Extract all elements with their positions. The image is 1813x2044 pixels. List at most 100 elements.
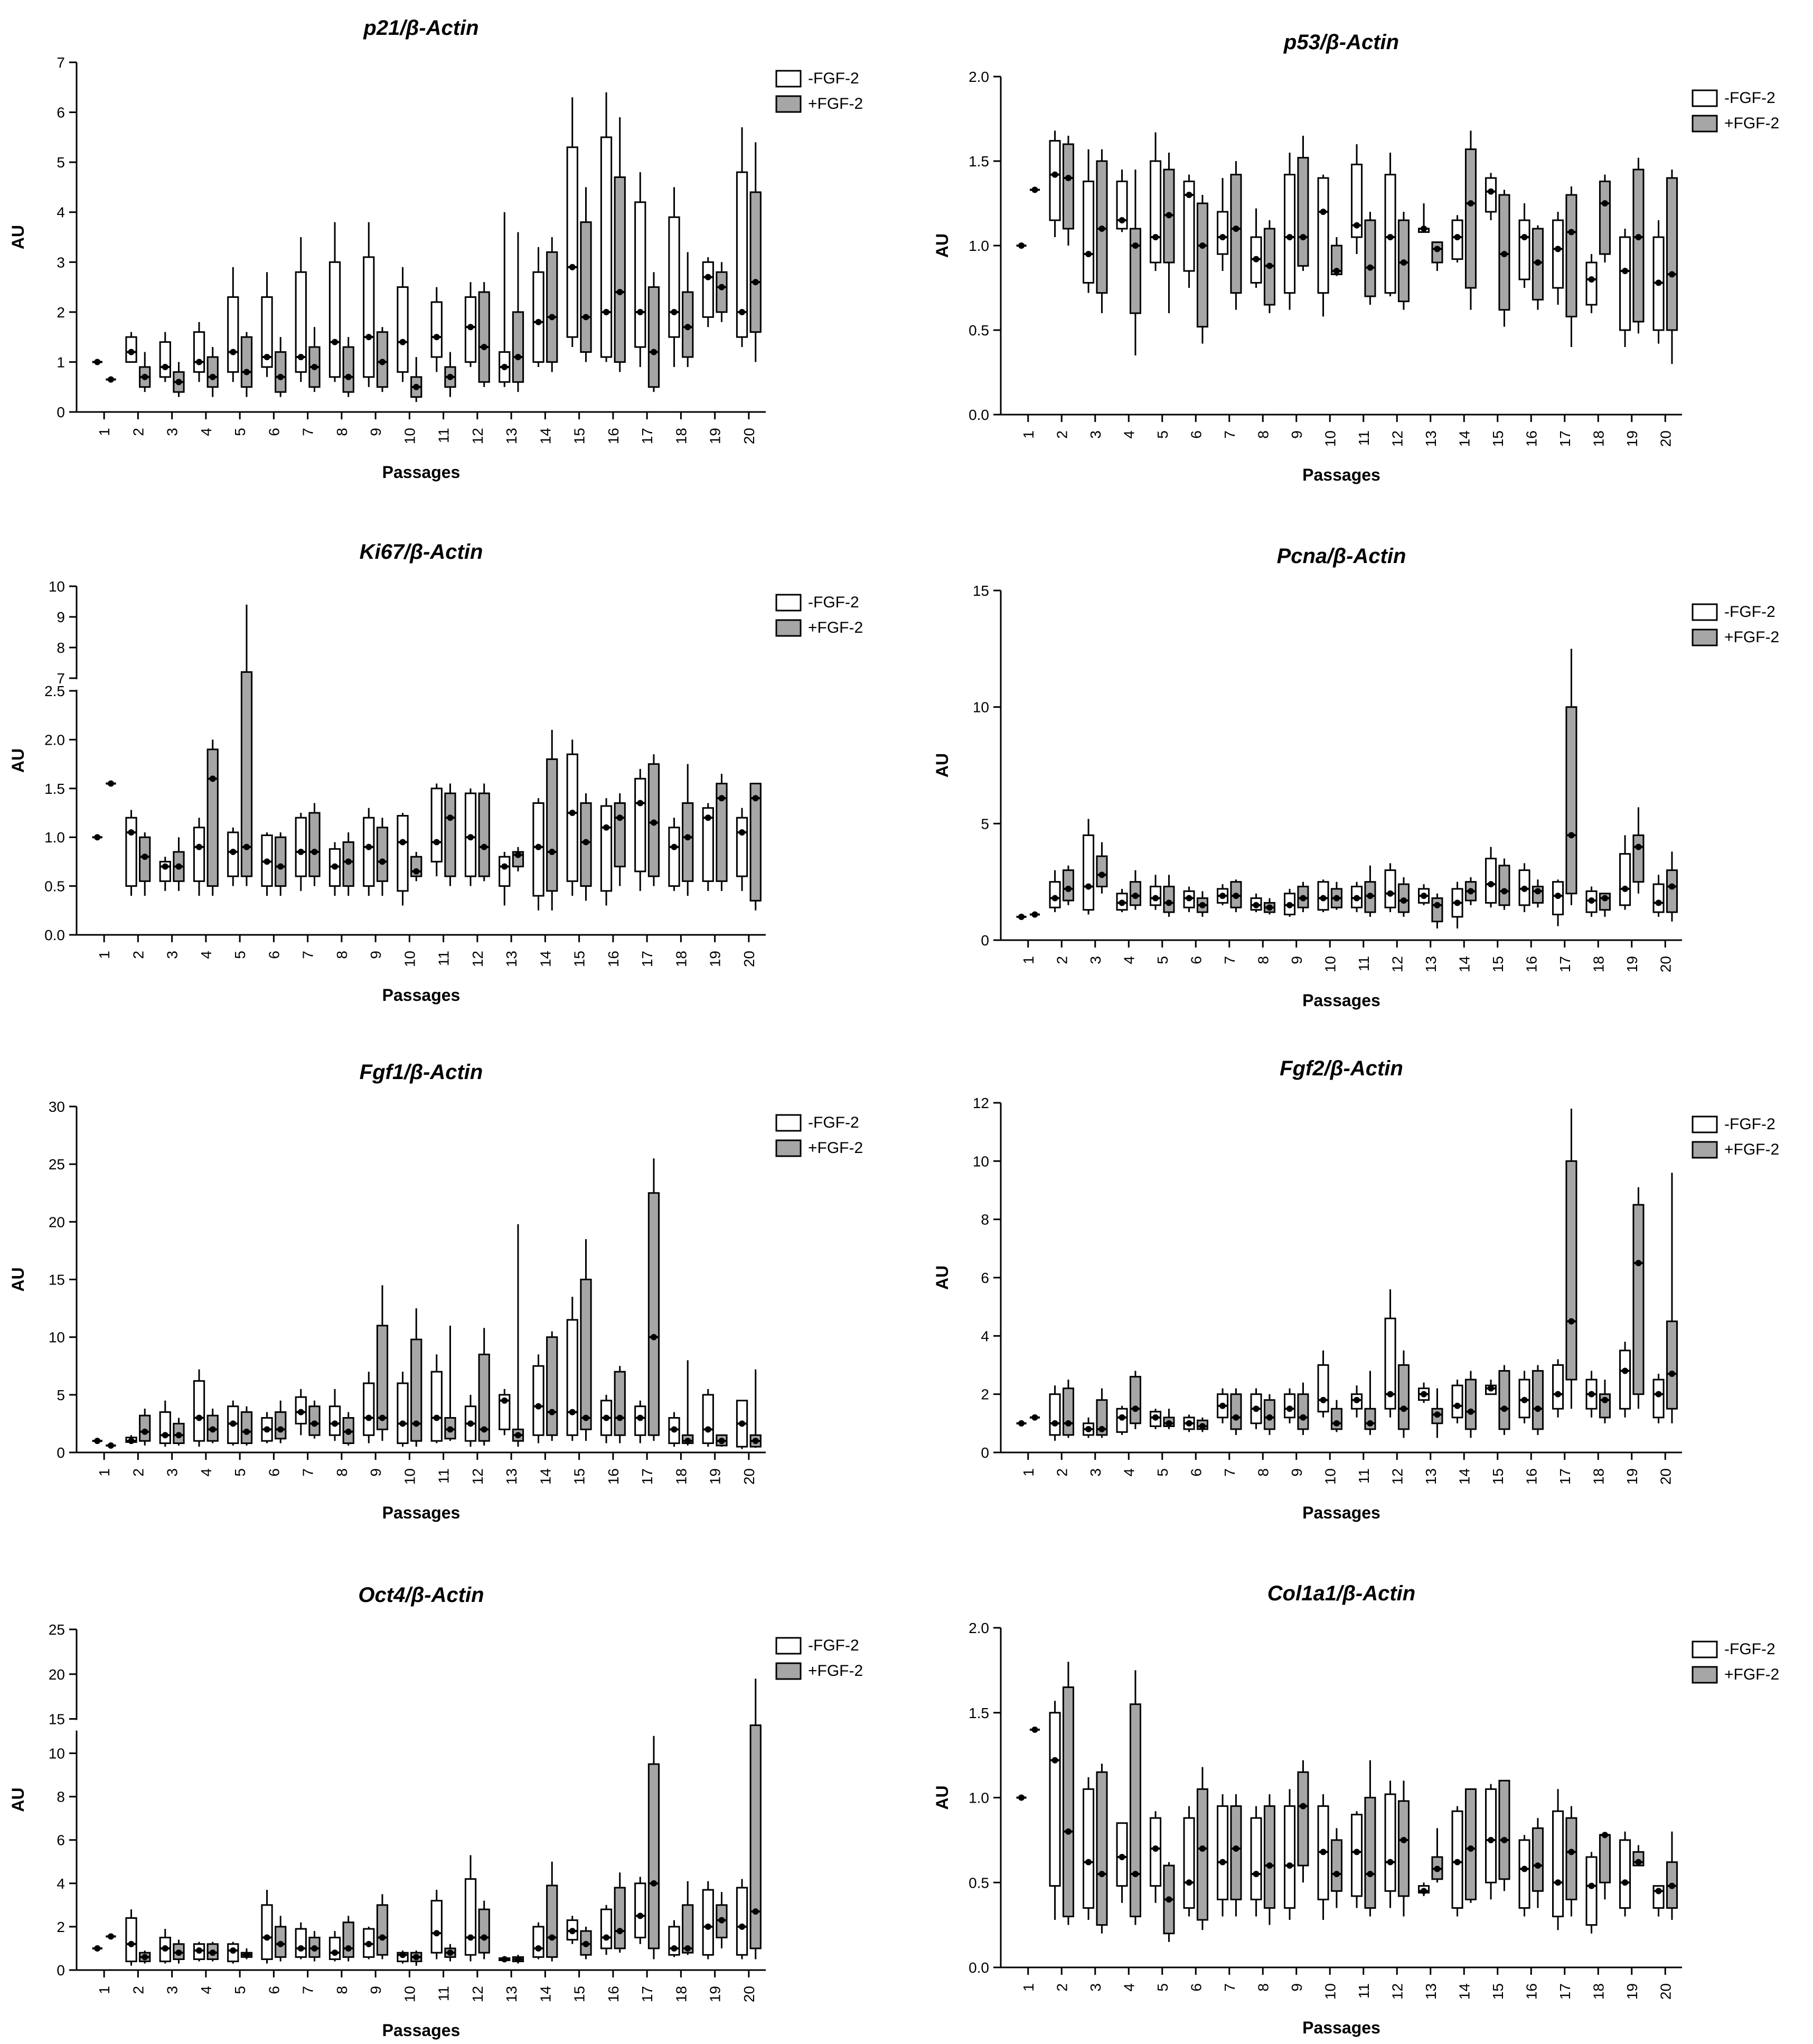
- legend-label: -FGF-2: [1724, 1115, 1776, 1133]
- x-tick-label: 15: [1490, 430, 1506, 447]
- box-point: [718, 795, 725, 802]
- box-plot-minus: [227, 827, 239, 886]
- box-point: [413, 1954, 420, 1961]
- box-point: [1233, 893, 1239, 899]
- box-body: [647, 1192, 660, 1436]
- x-tick-label: 18: [1590, 430, 1607, 447]
- x-tick-label: 2: [1054, 430, 1070, 439]
- x-axis-label: Passages: [1302, 991, 1380, 1010]
- box-body: [376, 1904, 389, 1956]
- x-tick-label: 19: [1624, 956, 1640, 972]
- box-plot-plus: [1565, 649, 1577, 905]
- box-plot-plus: [580, 187, 592, 362]
- y-tick-label: 10: [49, 578, 65, 595]
- y-tick-label: 2.0: [969, 1620, 989, 1636]
- box-body: [1599, 180, 1611, 255]
- x-tick-label: 8: [334, 951, 350, 959]
- box-plot-plus: [716, 1892, 728, 1948]
- box-plot-minus: [295, 1389, 307, 1436]
- y-tick-label: 0.5: [969, 322, 989, 339]
- box-plot-minus: [1250, 208, 1262, 288]
- box-plot-plus: [308, 803, 321, 886]
- box-plot-plus: [647, 1736, 660, 1959]
- box-plot-minus: [1083, 149, 1095, 293]
- x-tick-label: 4: [198, 1468, 214, 1477]
- box-point: [128, 1438, 135, 1445]
- box-plot-plus: [1163, 153, 1175, 313]
- box-point: [243, 843, 250, 850]
- box-point: [332, 1420, 339, 1427]
- box-plot-plus: [1062, 136, 1074, 246]
- y-tick-label: 10: [973, 1153, 989, 1169]
- box-plot-minus: [464, 282, 477, 367]
- x-tick-label: 1: [1020, 430, 1037, 439]
- x-tick-label: 6: [1188, 956, 1204, 964]
- box-plot-minus: [1418, 1882, 1430, 1896]
- box-point: [1601, 200, 1608, 207]
- box-point: [616, 289, 623, 296]
- y-tick-label: 1.0: [44, 829, 65, 846]
- box-point: [501, 1956, 508, 1963]
- box-plot-minus: [1317, 174, 1329, 317]
- box-plot-plus: [308, 1400, 321, 1439]
- box-plot-plus: [1632, 807, 1645, 894]
- x-tick-label: 12: [1389, 1468, 1405, 1485]
- box-point: [1635, 1859, 1642, 1865]
- box-point: [467, 324, 474, 331]
- x-tick-label: 20: [1657, 1983, 1674, 2000]
- x-tick-label: 18: [1590, 1468, 1607, 1485]
- box-point: [1555, 246, 1562, 252]
- x-tick-label: 3: [1087, 1983, 1104, 1992]
- x-tick-label: 14: [1456, 1468, 1472, 1485]
- box-body: [1498, 1779, 1510, 1880]
- box-plot-plus: [1029, 186, 1040, 193]
- x-tick-label: 14: [537, 1986, 553, 2002]
- y-axis-label: AU: [933, 1265, 952, 1290]
- box-body: [1464, 1379, 1477, 1430]
- box-point: [603, 1934, 610, 1941]
- box-point: [637, 1414, 644, 1421]
- box-point: [1354, 1849, 1360, 1855]
- x-axis-label: Passages: [382, 1503, 461, 1522]
- box-point: [481, 1426, 487, 1433]
- box-plot-minus: [1518, 1835, 1530, 1917]
- box-plot-minus: [736, 1400, 748, 1449]
- box-point: [311, 848, 318, 855]
- x-tick-label: 20: [1657, 956, 1674, 972]
- box-point: [1454, 234, 1461, 240]
- box-plot-minus: [736, 808, 748, 891]
- box-plot-plus: [1364, 865, 1376, 917]
- box-point: [209, 1949, 216, 1956]
- box-body: [1397, 1364, 1410, 1430]
- box-plot-minus: [634, 768, 646, 891]
- x-tick-label: 8: [334, 1468, 350, 1477]
- y-tick-label: 8: [981, 1212, 989, 1228]
- box-body: [634, 1882, 646, 1938]
- box-plot-plus: [275, 1916, 287, 1962]
- box-plot-plus: [1599, 893, 1611, 917]
- box-point: [616, 1414, 623, 1421]
- box-plot-plus: [342, 337, 354, 397]
- box-plot-minus: [363, 1926, 375, 1959]
- x-tick-label: 2: [1054, 1983, 1070, 1992]
- box-body: [1129, 1703, 1141, 1918]
- box-plot-plus: [1599, 1832, 1611, 1900]
- box-plot-plus: [1397, 1350, 1410, 1438]
- box-point: [1065, 885, 1072, 892]
- y-axis-label: AU: [933, 753, 952, 777]
- box-plot-plus: [376, 327, 389, 392]
- box-point: [1467, 200, 1474, 207]
- box-body: [1532, 1827, 1544, 1892]
- x-tick-label: 8: [1255, 430, 1271, 439]
- box-body: [1565, 194, 1577, 317]
- box-point: [1454, 1402, 1461, 1409]
- box-plot-minus: [227, 1400, 239, 1446]
- box-plot-plus: [308, 1931, 321, 1962]
- y-tick-label: 4: [981, 1328, 989, 1344]
- x-tick-label: 2: [130, 1468, 146, 1477]
- box-point: [1300, 234, 1307, 240]
- box-plot-minus: [328, 1931, 341, 1962]
- box-body: [430, 1900, 443, 1954]
